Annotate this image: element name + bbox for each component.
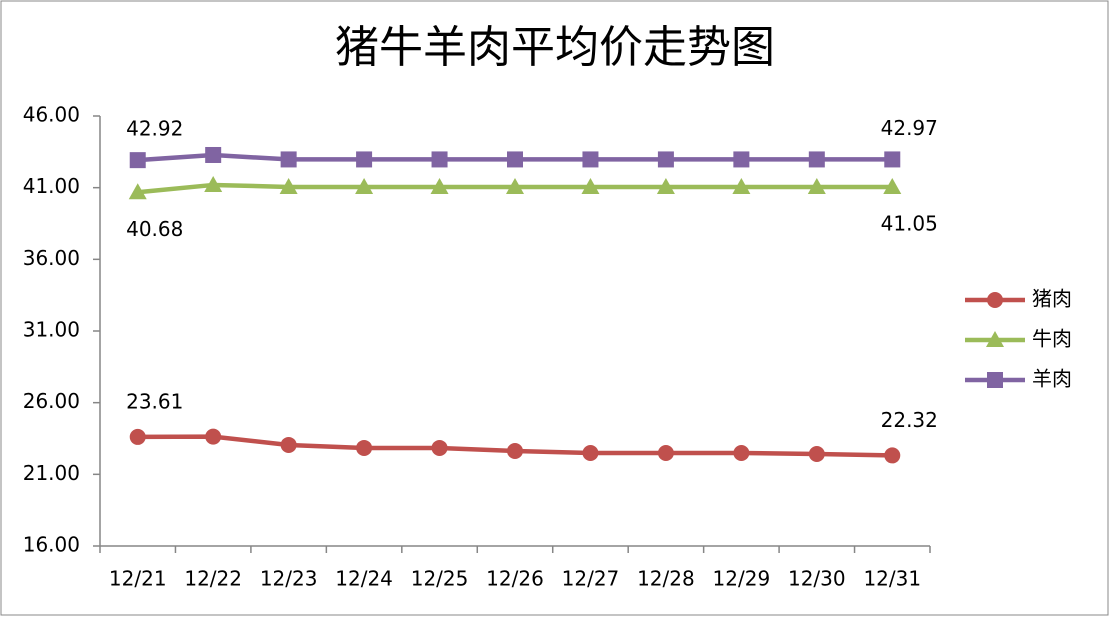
point bbox=[507, 151, 523, 168]
point bbox=[280, 436, 297, 453]
data-label: 42.92 bbox=[126, 117, 183, 141]
point bbox=[884, 447, 901, 464]
y-tick-label: 41.00 bbox=[23, 174, 80, 198]
data-label: 41.05 bbox=[881, 211, 938, 235]
point bbox=[507, 442, 523, 459]
point bbox=[430, 177, 449, 194]
x-tick-label: 12/27 bbox=[562, 567, 620, 591]
point bbox=[807, 177, 826, 194]
x-tick-label: 12/28 bbox=[637, 567, 695, 591]
data-label: 40.68 bbox=[126, 217, 183, 241]
x-tick-label: 12/26 bbox=[486, 567, 544, 591]
legend-label: 猪肉 bbox=[1032, 287, 1072, 311]
point bbox=[581, 177, 600, 194]
chart-title: 猪牛羊肉平均价走势图 bbox=[335, 22, 775, 73]
data-label: 22.32 bbox=[881, 408, 938, 432]
point bbox=[355, 177, 374, 194]
point bbox=[280, 151, 297, 168]
x-tick-label: 12/23 bbox=[260, 567, 318, 591]
data-label: 42.97 bbox=[881, 116, 938, 140]
point bbox=[431, 151, 448, 168]
point bbox=[205, 428, 222, 445]
legend-label: 羊肉 bbox=[1032, 367, 1072, 391]
point bbox=[733, 151, 750, 168]
x-tick-label: 12/25 bbox=[411, 567, 469, 591]
point bbox=[656, 177, 675, 194]
point bbox=[987, 372, 1003, 388]
point bbox=[279, 177, 298, 194]
point bbox=[987, 292, 1003, 308]
point bbox=[506, 177, 524, 194]
point bbox=[205, 146, 222, 163]
x-tick-label: 12/22 bbox=[184, 567, 242, 591]
point bbox=[582, 444, 599, 461]
y-tick-label: 16.00 bbox=[23, 533, 80, 557]
point bbox=[129, 152, 146, 169]
legend-label: 牛肉 bbox=[1032, 327, 1072, 351]
x-tick-label: 12/30 bbox=[788, 567, 846, 591]
point bbox=[657, 151, 674, 168]
point bbox=[732, 177, 751, 194]
x-tick-label: 12/21 bbox=[109, 567, 167, 591]
y-tick-label: 26.00 bbox=[23, 389, 80, 413]
point bbox=[356, 439, 373, 456]
x-tick-label: 12/31 bbox=[863, 567, 921, 591]
point bbox=[356, 151, 373, 168]
point bbox=[582, 151, 599, 168]
y-tick-label: 36.00 bbox=[23, 246, 80, 270]
x-tick-label: 12/24 bbox=[335, 567, 393, 591]
y-tick-label: 46.00 bbox=[23, 103, 80, 127]
y-tick-label: 21.00 bbox=[23, 461, 80, 485]
point bbox=[129, 428, 146, 445]
point bbox=[431, 439, 448, 456]
point bbox=[733, 444, 750, 461]
point bbox=[884, 151, 901, 168]
x-tick-label: 12/29 bbox=[713, 567, 771, 591]
point bbox=[986, 331, 1004, 347]
point bbox=[883, 177, 902, 194]
data-label: 23.61 bbox=[126, 389, 183, 413]
point bbox=[808, 151, 825, 168]
point bbox=[808, 445, 825, 462]
point bbox=[657, 444, 674, 461]
y-tick-label: 31.00 bbox=[23, 318, 80, 342]
point bbox=[204, 175, 223, 192]
point bbox=[128, 183, 147, 200]
